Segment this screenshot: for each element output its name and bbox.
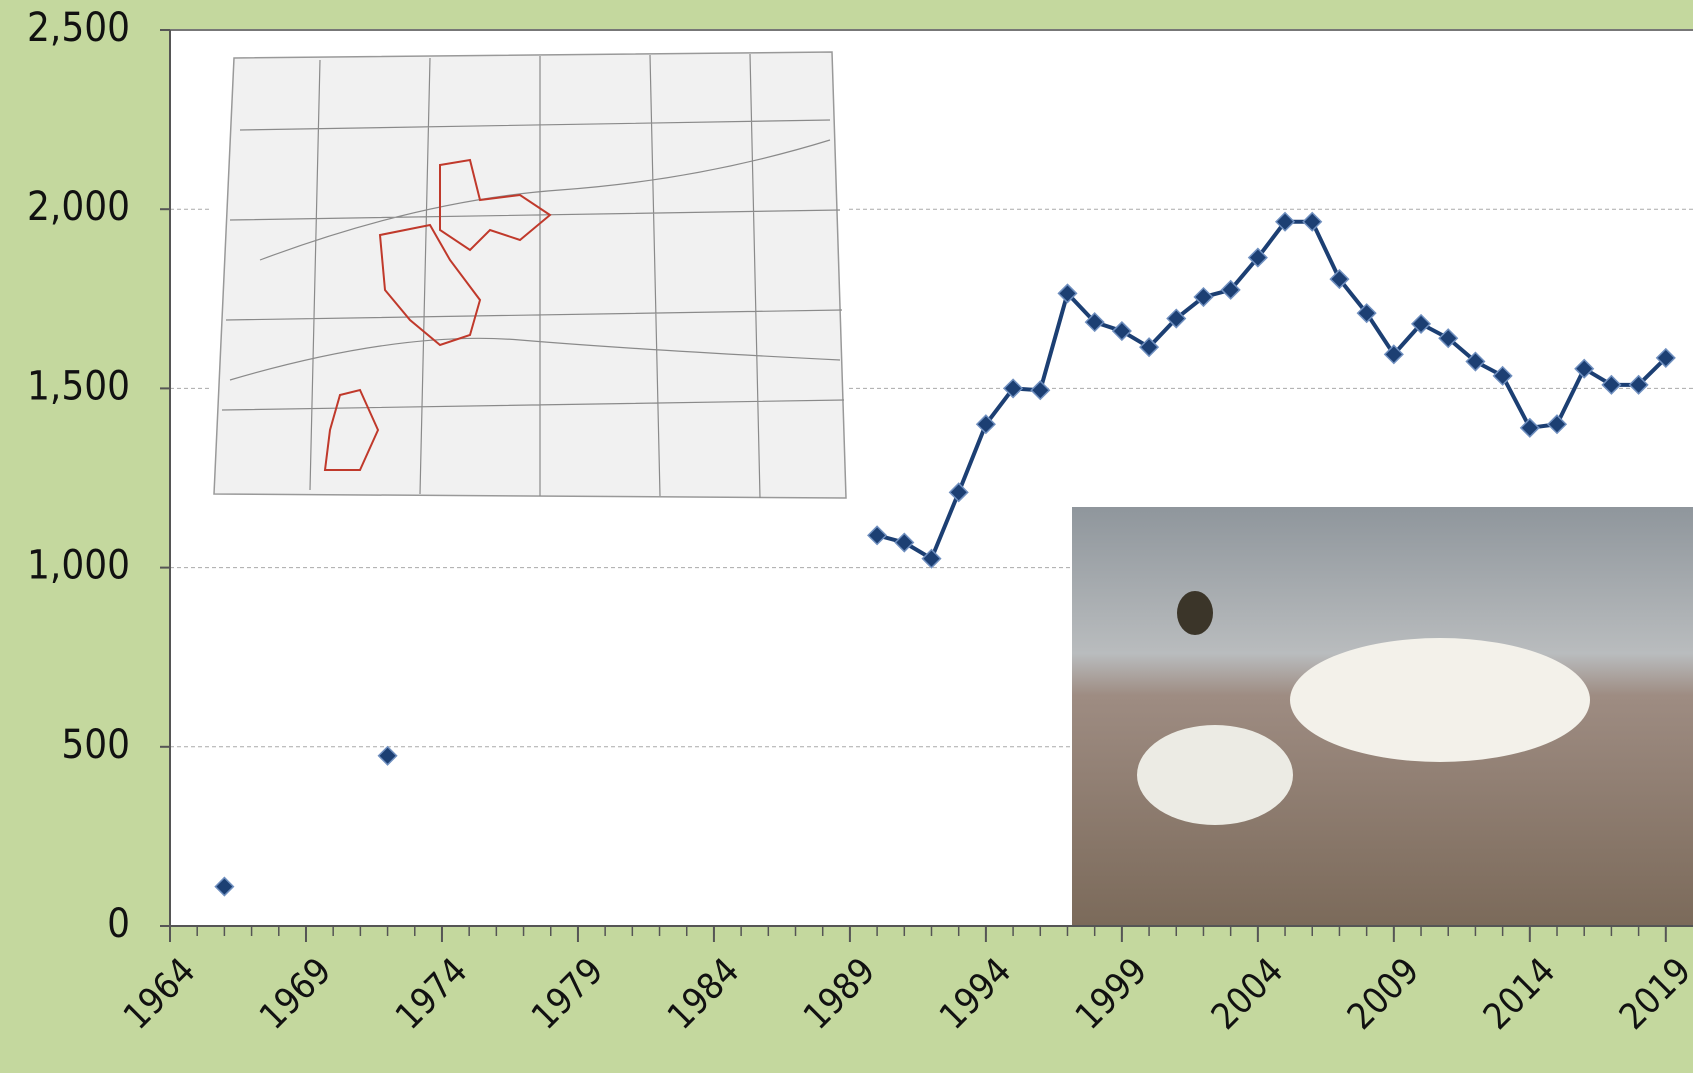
y-tick-label: 2,000 bbox=[27, 184, 130, 230]
y-tick-label: 1,000 bbox=[27, 543, 130, 589]
chart: 05001,0001,5002,0002,5001964196919741979… bbox=[0, 0, 1693, 1073]
y-tick-label: 0 bbox=[107, 901, 130, 947]
y-tick-label: 2,500 bbox=[27, 5, 130, 51]
y-tick-label: 1,500 bbox=[27, 363, 130, 409]
adult-goat bbox=[1290, 638, 1590, 762]
goat-photo bbox=[1072, 507, 1693, 926]
kid-goat bbox=[1137, 725, 1293, 825]
page: 05001,0001,5002,0002,5001964196919741979… bbox=[0, 0, 1693, 1073]
marmot bbox=[1177, 591, 1213, 635]
y-tick-label: 500 bbox=[61, 722, 130, 768]
map-image bbox=[212, 50, 848, 502]
